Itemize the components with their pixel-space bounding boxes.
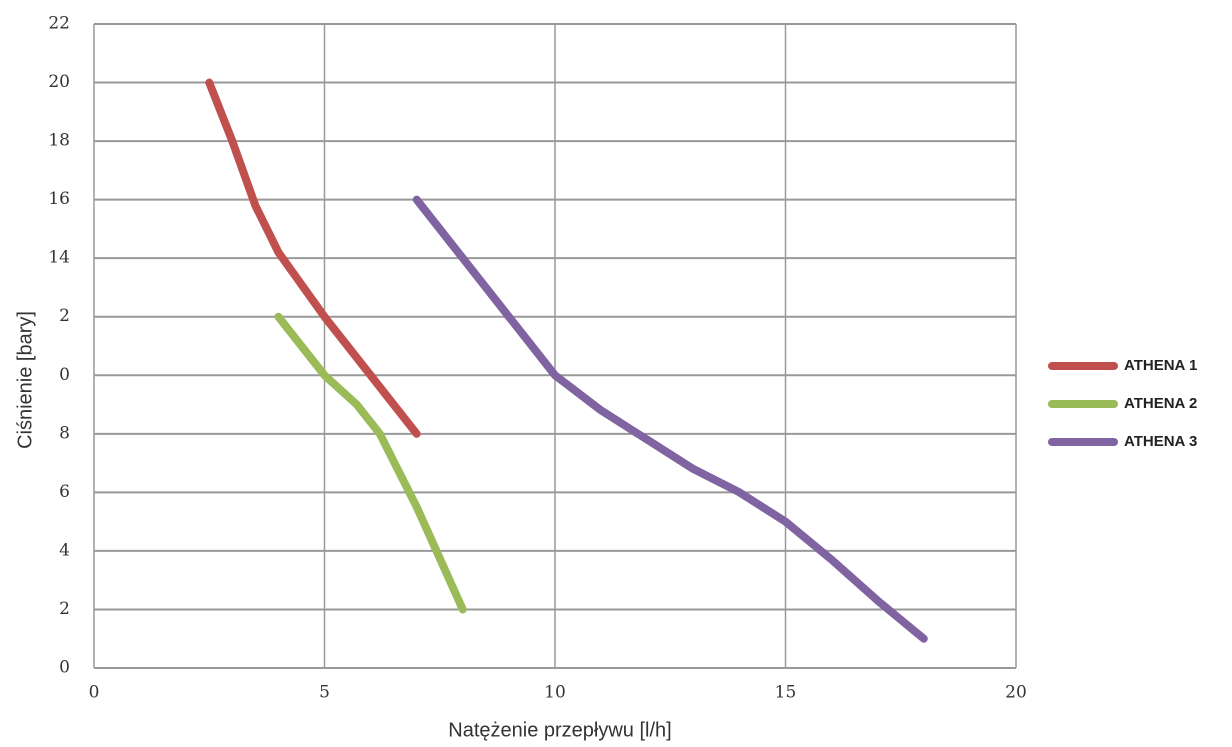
x-axis-title: Natężenie przepływu [l/h] (448, 719, 671, 741)
y-tick-label: 16 (48, 189, 70, 209)
y-tick-label: 6 (59, 482, 70, 502)
legend-label: ATHENA 1 (1124, 357, 1197, 374)
y-tick-label: 0 (59, 658, 70, 678)
y-tick-label: 4 (59, 540, 70, 560)
x-tick-label: 20 (1005, 683, 1027, 703)
legend-label: ATHENA 3 (1124, 433, 1197, 450)
y-tick-label: 14 (48, 248, 70, 268)
y-tick-label: 2 (59, 599, 70, 619)
x-tick-label: 5 (319, 683, 330, 703)
series-line (274, 312, 467, 614)
series-line (412, 195, 928, 643)
y-tick-label: 18 (48, 131, 70, 151)
y-axis-title: Ciśnienie [bary] (14, 311, 36, 449)
series-line (205, 78, 421, 438)
y-tick-label: 8 (59, 423, 70, 443)
x-tick-label: 0 (89, 683, 100, 703)
y-tick-label: 22 (48, 14, 70, 34)
legend-label: ATHENA 2 (1124, 395, 1197, 412)
y-tick-label: 0 (59, 365, 70, 385)
y-tick-label: 20 (48, 72, 70, 92)
x-tick-label: 10 (544, 683, 566, 703)
x-tick-label: 15 (775, 683, 797, 703)
y-tick-label: 2 (59, 306, 70, 326)
